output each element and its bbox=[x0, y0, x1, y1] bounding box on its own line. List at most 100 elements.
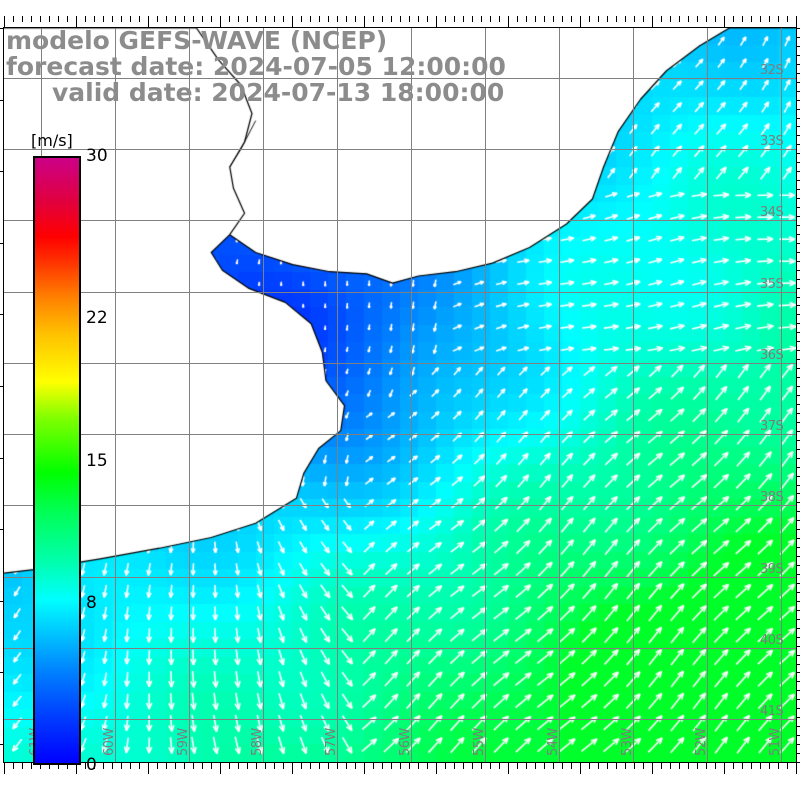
axis-tick bbox=[157, 16, 158, 23]
axis-tick bbox=[598, 16, 599, 23]
axis-tick bbox=[409, 763, 410, 770]
axis-tick bbox=[427, 16, 428, 23]
lat-label-32S: 32S bbox=[760, 63, 784, 78]
top-axis-ticks bbox=[3, 16, 797, 27]
axis-tick bbox=[328, 16, 329, 23]
lon-label-58W: 58W bbox=[250, 728, 265, 756]
axis-tick bbox=[535, 763, 536, 770]
axis-tick bbox=[544, 763, 545, 770]
axis-tick bbox=[715, 16, 716, 23]
axis-tick bbox=[112, 763, 113, 770]
map-plot-area[interactable]: 61W60W59W58W57W56W55W54W53W52W51W 32S33S… bbox=[3, 27, 797, 763]
axis-tick bbox=[328, 763, 329, 770]
axis-tick bbox=[166, 763, 167, 770]
axis-tick bbox=[472, 16, 473, 23]
axis-tick bbox=[274, 763, 275, 770]
axis-tick bbox=[256, 16, 257, 23]
axis-tick bbox=[274, 16, 275, 23]
axis-tick bbox=[688, 16, 689, 23]
axis-tick bbox=[634, 763, 635, 770]
axis-tick bbox=[580, 763, 581, 774]
axis-tick bbox=[733, 763, 734, 770]
axis-tick bbox=[4, 763, 5, 774]
axis-tick bbox=[454, 763, 455, 770]
axis-tick bbox=[751, 16, 752, 23]
axis-tick bbox=[571, 763, 572, 770]
axis-tick bbox=[616, 763, 617, 770]
axis-tick bbox=[22, 763, 23, 770]
axis-tick bbox=[796, 16, 797, 27]
axis-tick bbox=[517, 16, 518, 23]
axis-tick bbox=[130, 763, 131, 770]
colorbar-tick-15: 15 bbox=[86, 450, 108, 471]
axis-tick bbox=[310, 763, 311, 770]
wind-field-canvas bbox=[4, 28, 796, 762]
axis-tick bbox=[652, 16, 653, 27]
axis-tick bbox=[490, 16, 491, 23]
axis-tick bbox=[238, 16, 239, 23]
axis-tick bbox=[499, 16, 500, 23]
axis-tick bbox=[193, 763, 194, 770]
axis-tick bbox=[679, 763, 680, 770]
axis-tick bbox=[94, 16, 95, 23]
axis-tick bbox=[355, 763, 356, 770]
axis-tick bbox=[220, 763, 221, 774]
axis-tick bbox=[49, 16, 50, 23]
axis-tick bbox=[418, 16, 419, 23]
axis-tick bbox=[283, 763, 284, 770]
axis-tick bbox=[13, 16, 14, 23]
axis-tick bbox=[517, 763, 518, 770]
axis-tick bbox=[436, 16, 437, 27]
axis-tick bbox=[175, 16, 176, 23]
axis-tick bbox=[526, 763, 527, 770]
axis-tick bbox=[643, 16, 644, 23]
axis-tick bbox=[139, 16, 140, 23]
lat-label-41S: 41S bbox=[760, 704, 784, 719]
colorbar-tick-0: 0 bbox=[86, 755, 97, 775]
axis-tick bbox=[499, 763, 500, 770]
axis-tick bbox=[670, 16, 671, 23]
colorbar-gradient bbox=[33, 156, 81, 765]
axis-tick bbox=[283, 16, 284, 23]
axis-tick bbox=[508, 16, 509, 27]
axis-tick bbox=[787, 763, 788, 770]
axis-tick bbox=[445, 763, 446, 770]
axis-tick bbox=[706, 763, 707, 770]
axis-tick bbox=[661, 763, 662, 770]
axis-tick bbox=[724, 763, 725, 774]
axis-tick bbox=[67, 16, 68, 23]
lat-label-33S: 33S bbox=[760, 134, 784, 149]
axis-tick bbox=[625, 16, 626, 23]
axis-tick bbox=[751, 763, 752, 770]
axis-tick bbox=[301, 16, 302, 23]
lat-label-36S: 36S bbox=[760, 348, 784, 363]
axis-tick bbox=[454, 16, 455, 23]
axis-tick bbox=[292, 763, 293, 774]
axis-tick bbox=[427, 763, 428, 770]
axis-tick bbox=[148, 763, 149, 774]
axis-tick bbox=[364, 763, 365, 774]
axis-tick bbox=[4, 16, 5, 27]
lon-label-54W: 54W bbox=[546, 728, 561, 756]
axis-tick bbox=[112, 16, 113, 23]
axis-tick bbox=[778, 763, 779, 770]
lon-label-52W: 52W bbox=[694, 728, 709, 756]
axis-tick bbox=[184, 16, 185, 23]
axis-tick bbox=[481, 16, 482, 23]
axis-tick bbox=[508, 763, 509, 774]
axis-tick bbox=[697, 16, 698, 23]
colorbar-units-label: [m/s] bbox=[31, 131, 73, 150]
axis-tick bbox=[58, 16, 59, 23]
axis-tick bbox=[742, 16, 743, 23]
axis-tick bbox=[337, 763, 338, 770]
axis-tick bbox=[103, 16, 104, 23]
axis-tick bbox=[301, 763, 302, 770]
axis-tick bbox=[382, 763, 383, 770]
axis-tick bbox=[265, 763, 266, 770]
axis-tick bbox=[481, 763, 482, 770]
axis-tick bbox=[409, 16, 410, 23]
axis-tick bbox=[760, 763, 761, 770]
axis-tick bbox=[742, 763, 743, 770]
axis-tick bbox=[760, 16, 761, 23]
